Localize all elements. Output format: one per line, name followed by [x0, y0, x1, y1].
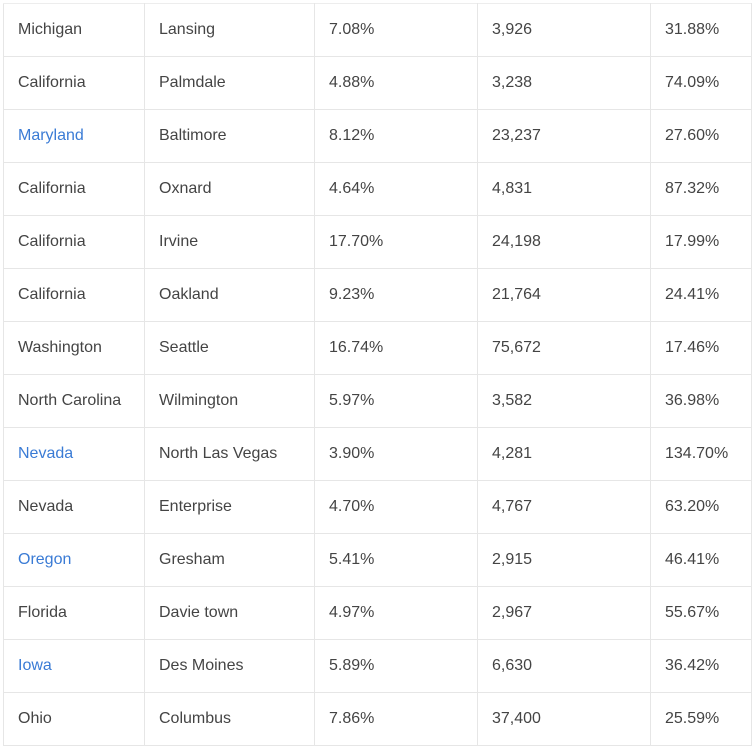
table-cell: Oakland	[144, 268, 315, 322]
table-row: Michigan Lansing 7.08% 3,926 31.88%	[3, 3, 752, 57]
state-link[interactable]: Nevada	[3, 427, 145, 481]
table-cell: 87.32%	[650, 162, 752, 216]
table-cell: North Carolina	[3, 374, 145, 428]
table-cell: 17.46%	[650, 321, 752, 375]
table-cell: Wilmington	[144, 374, 315, 428]
table-cell: 2,967	[477, 586, 651, 640]
table-row: Washington Seattle 16.74% 75,672 17.46%	[3, 321, 752, 375]
table-cell: 27.60%	[650, 109, 752, 163]
table-cell: 2,915	[477, 533, 651, 587]
table-cell: 36.98%	[650, 374, 752, 428]
table-cell: 4,767	[477, 480, 651, 534]
table-cell: Palmdale	[144, 56, 315, 110]
table-cell: Seattle	[144, 321, 315, 375]
table-row: Iowa Des Moines 5.89% 6,630 36.42%	[3, 639, 752, 693]
table-cell: California	[3, 215, 145, 269]
table-cell: 134.70%	[650, 427, 752, 481]
table-cell: 36.42%	[650, 639, 752, 693]
table-cell: Lansing	[144, 3, 315, 57]
table-cell: 5.41%	[314, 533, 478, 587]
table-cell: California	[3, 162, 145, 216]
table-row: Ohio Columbus 7.86% 37,400 25.59%	[3, 692, 752, 746]
table-cell: 3,582	[477, 374, 651, 428]
table-cell: Enterprise	[144, 480, 315, 534]
table-cell: 31.88%	[650, 3, 752, 57]
table-row: California Oxnard 4.64% 4,831 87.32%	[3, 162, 752, 216]
table-cell: Michigan	[3, 3, 145, 57]
table-cell: 5.97%	[314, 374, 478, 428]
table-cell: Florida	[3, 586, 145, 640]
table-cell: Davie town	[144, 586, 315, 640]
table-cell: Irvine	[144, 215, 315, 269]
table-cell: 23,237	[477, 109, 651, 163]
table-cell: Des Moines	[144, 639, 315, 693]
table-cell: 21,764	[477, 268, 651, 322]
table-cell: 5.89%	[314, 639, 478, 693]
table-cell: 55.67%	[650, 586, 752, 640]
table-cell: 4.64%	[314, 162, 478, 216]
table-cell: Ohio	[3, 692, 145, 746]
table-cell: 74.09%	[650, 56, 752, 110]
table-cell: 4.70%	[314, 480, 478, 534]
table-body: Michigan Lansing 7.08% 3,926 31.88% Californi…	[3, 3, 752, 746]
table-cell: Gresham	[144, 533, 315, 587]
state-link[interactable]: Maryland	[3, 109, 145, 163]
table-cell: 7.08%	[314, 3, 478, 57]
table-cell: Washington	[3, 321, 145, 375]
table-cell: 3,238	[477, 56, 651, 110]
table-cell: 24.41%	[650, 268, 752, 322]
data-table: Michigan Lansing 7.08% 3,926 31.88% Californi…	[3, 3, 752, 746]
table-cell: North Las Vegas	[144, 427, 315, 481]
table-cell: 17.99%	[650, 215, 752, 269]
table-cell: 16.74%	[314, 321, 478, 375]
table-row: Maryland Baltimore 8.12% 23,237 27.60%	[3, 109, 752, 163]
table-row: North Carolina Wilmington 5.97% 3,582 36.98%	[3, 374, 752, 428]
table-row: California Oakland 9.23% 21,764 24.41%	[3, 268, 752, 322]
table-row: California Palmdale 4.88% 3,238 74.09%	[3, 56, 752, 110]
table-row: Oregon Gresham 5.41% 2,915 46.41%	[3, 533, 752, 587]
table-row: Nevada North Las Vegas 3.90% 4,281 134.70%	[3, 427, 752, 481]
table-cell: 8.12%	[314, 109, 478, 163]
table-row: California Irvine 17.70% 24,198 17.99%	[3, 215, 752, 269]
table-cell: 9.23%	[314, 268, 478, 322]
table-cell: 75,672	[477, 321, 651, 375]
table-row: Nevada Enterprise 4.70% 4,767 63.20%	[3, 480, 752, 534]
table-cell: 3.90%	[314, 427, 478, 481]
table-cell: 25.59%	[650, 692, 752, 746]
table-cell: 63.20%	[650, 480, 752, 534]
table-cell: 3,926	[477, 3, 651, 57]
table-cell: 7.86%	[314, 692, 478, 746]
table-cell: 6,630	[477, 639, 651, 693]
state-link[interactable]: Oregon	[3, 533, 145, 587]
table-cell: 4.88%	[314, 56, 478, 110]
table-row: Florida Davie town 4.97% 2,967 55.67%	[3, 586, 752, 640]
table-cell: 46.41%	[650, 533, 752, 587]
table-cell: 24,198	[477, 215, 651, 269]
state-link[interactable]: Iowa	[3, 639, 145, 693]
table-cell: 4,281	[477, 427, 651, 481]
table-cell: 17.70%	[314, 215, 478, 269]
table-cell: California	[3, 56, 145, 110]
table-cell: 37,400	[477, 692, 651, 746]
table-cell: Columbus	[144, 692, 315, 746]
table-cell: California	[3, 268, 145, 322]
table-cell: Nevada	[3, 480, 145, 534]
table-cell: Baltimore	[144, 109, 315, 163]
table-cell: 4,831	[477, 162, 651, 216]
table-cell: Oxnard	[144, 162, 315, 216]
table-cell: 4.97%	[314, 586, 478, 640]
